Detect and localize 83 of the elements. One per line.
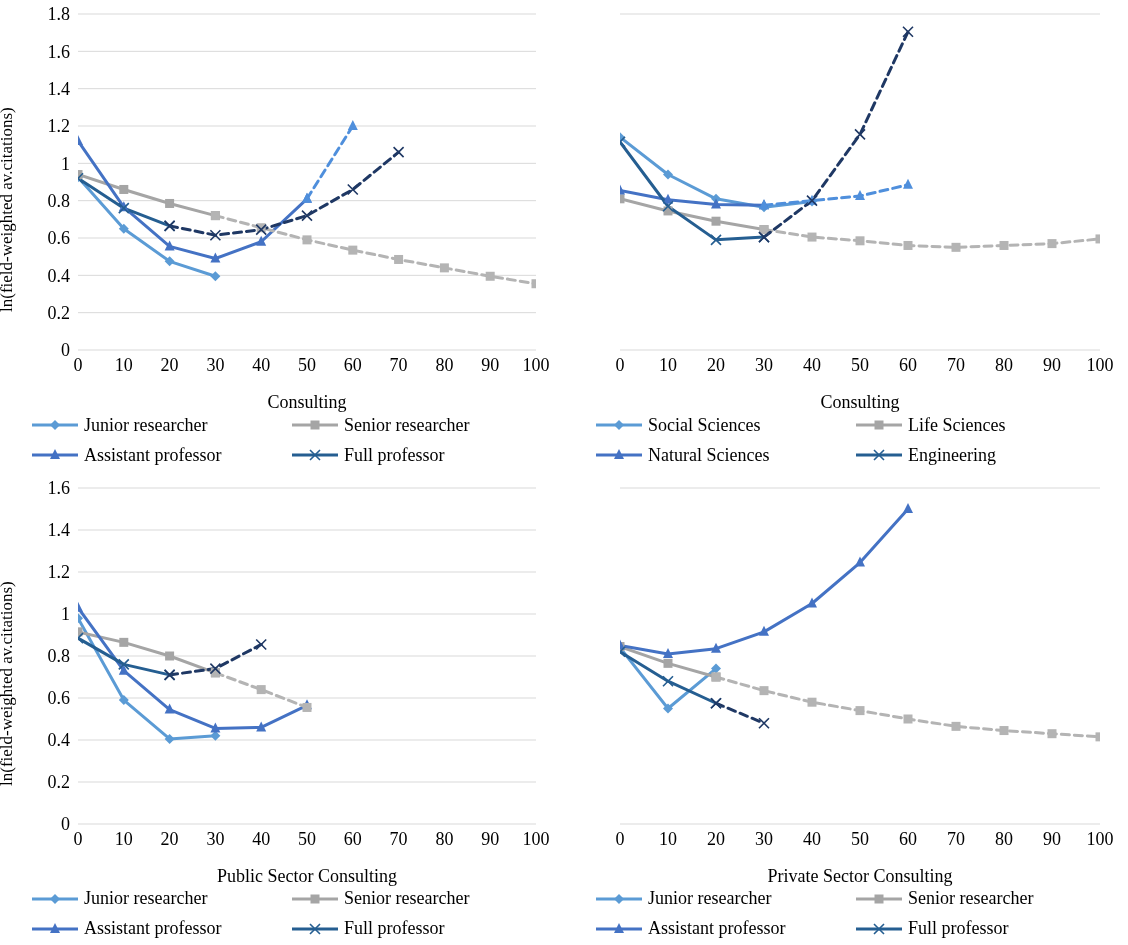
y-tick-label: 0.2 xyxy=(47,303,70,324)
x-tick-label: 50 xyxy=(298,828,316,849)
y-tick-label: 0.4 xyxy=(47,265,70,286)
legend-label: Life Sciences xyxy=(908,414,1006,436)
y-axis-title: ln(field-weighted av.citations) xyxy=(0,107,17,312)
x-tick-label: 60 xyxy=(343,828,362,849)
x-tick-label: 80 xyxy=(995,354,1013,375)
y-tick-label: 0.8 xyxy=(47,645,70,666)
y-tick-label: 0 xyxy=(61,813,70,834)
x-tick-label: 30 xyxy=(206,354,225,375)
y-tick-label: 1.2 xyxy=(47,116,70,137)
y-tick-label: 0 xyxy=(61,340,70,361)
x-tick-label: 60 xyxy=(899,354,917,375)
x-tick-label: 60 xyxy=(899,828,917,849)
y-tick-label: 0.2 xyxy=(47,771,70,792)
x-tick-label: 80 xyxy=(435,828,454,849)
y-tick-label: 0.6 xyxy=(47,228,70,249)
x-tick-label: 70 xyxy=(947,828,965,849)
x-tick-label: 50 xyxy=(851,354,869,375)
x-tick-label: 40 xyxy=(252,354,271,375)
x-tick-label: 80 xyxy=(435,354,454,375)
x-tick-label: 30 xyxy=(755,828,773,849)
x-tick-label: 40 xyxy=(252,828,271,849)
x-tick-label: 40 xyxy=(803,828,821,849)
x-tick-label: 10 xyxy=(659,354,677,375)
x-tick-label: 50 xyxy=(851,828,869,849)
y-tick-label: 1.2 xyxy=(47,561,70,582)
x-tick-label: 0 xyxy=(615,828,625,849)
y-axis-title: ln(field-weighted av.citations) xyxy=(0,580,17,786)
legend-label: Senior researcher xyxy=(344,888,470,909)
x-tick-label: 20 xyxy=(707,354,725,375)
legend-label: Assistant professor xyxy=(84,444,222,466)
x-tick-label: 90 xyxy=(1043,828,1061,849)
x-tick-label: 70 xyxy=(389,354,408,375)
legend-label: Junior researcher xyxy=(84,414,208,436)
legend-label: Junior researcher xyxy=(84,888,208,909)
x-tick-label: 90 xyxy=(481,828,500,849)
legend-label: Full professor xyxy=(344,444,445,466)
x-axis-title: Consulting xyxy=(267,392,347,412)
x-tick-label: 90 xyxy=(481,354,500,375)
x-tick-label: 30 xyxy=(755,354,773,375)
legend-label: Full professor xyxy=(344,918,445,939)
x-tick-label: 80 xyxy=(995,828,1013,849)
x-tick-label: 20 xyxy=(160,354,179,375)
y-tick-label: 1 xyxy=(61,603,70,624)
legend-label: Full professor xyxy=(908,918,1009,939)
x-tick-label: 30 xyxy=(206,828,225,849)
y-tick-label: 1.6 xyxy=(47,41,70,62)
legend-label: Senior researcher xyxy=(344,414,470,436)
x-tick-label: 20 xyxy=(160,828,179,849)
y-tick-label: 1.4 xyxy=(47,519,70,540)
x-axis-title: Public Sector Consulting xyxy=(217,865,397,886)
x-tick-label: 0 xyxy=(615,354,625,375)
x-tick-label: 70 xyxy=(389,828,408,849)
x-tick-label: 20 xyxy=(707,828,725,849)
x-axis-title: Consulting xyxy=(820,392,900,412)
y-tick-label: 0.8 xyxy=(47,191,70,212)
x-tick-label: 50 xyxy=(298,354,316,375)
x-tick-label: 90 xyxy=(1043,354,1061,375)
x-tick-label: 100 xyxy=(522,828,550,849)
legend-label: Engineering xyxy=(908,444,996,466)
x-tick-label: 60 xyxy=(343,354,362,375)
y-tick-label: 1.6 xyxy=(47,477,70,498)
x-tick-label: 100 xyxy=(1086,354,1114,375)
y-tick-label: 1 xyxy=(61,153,70,174)
x-tick-label: 40 xyxy=(803,354,821,375)
x-tick-label: 10 xyxy=(114,828,133,849)
legend-label: Senior researcher xyxy=(908,888,1034,909)
y-tick-label: 1.4 xyxy=(47,79,70,100)
x-tick-label: 100 xyxy=(1086,828,1114,849)
legend-label: Social Sciences xyxy=(648,414,761,436)
x-tick-label: 10 xyxy=(659,828,677,849)
x-tick-label: 70 xyxy=(947,354,965,375)
y-tick-label: 0.6 xyxy=(47,687,70,708)
y-tick-label: 0.4 xyxy=(47,729,70,750)
y-tick-label: 1.8 xyxy=(47,4,70,25)
legend-label: Assistant professor xyxy=(648,918,786,939)
x-axis-title: Private Sector Consulting xyxy=(767,865,953,886)
x-tick-label: 100 xyxy=(522,354,550,375)
x-tick-label: 10 xyxy=(114,354,133,375)
legend-label: Junior researcher xyxy=(648,888,772,909)
legend-label: Natural Sciences xyxy=(648,444,770,466)
legend-label: Assistant professor xyxy=(84,918,222,939)
